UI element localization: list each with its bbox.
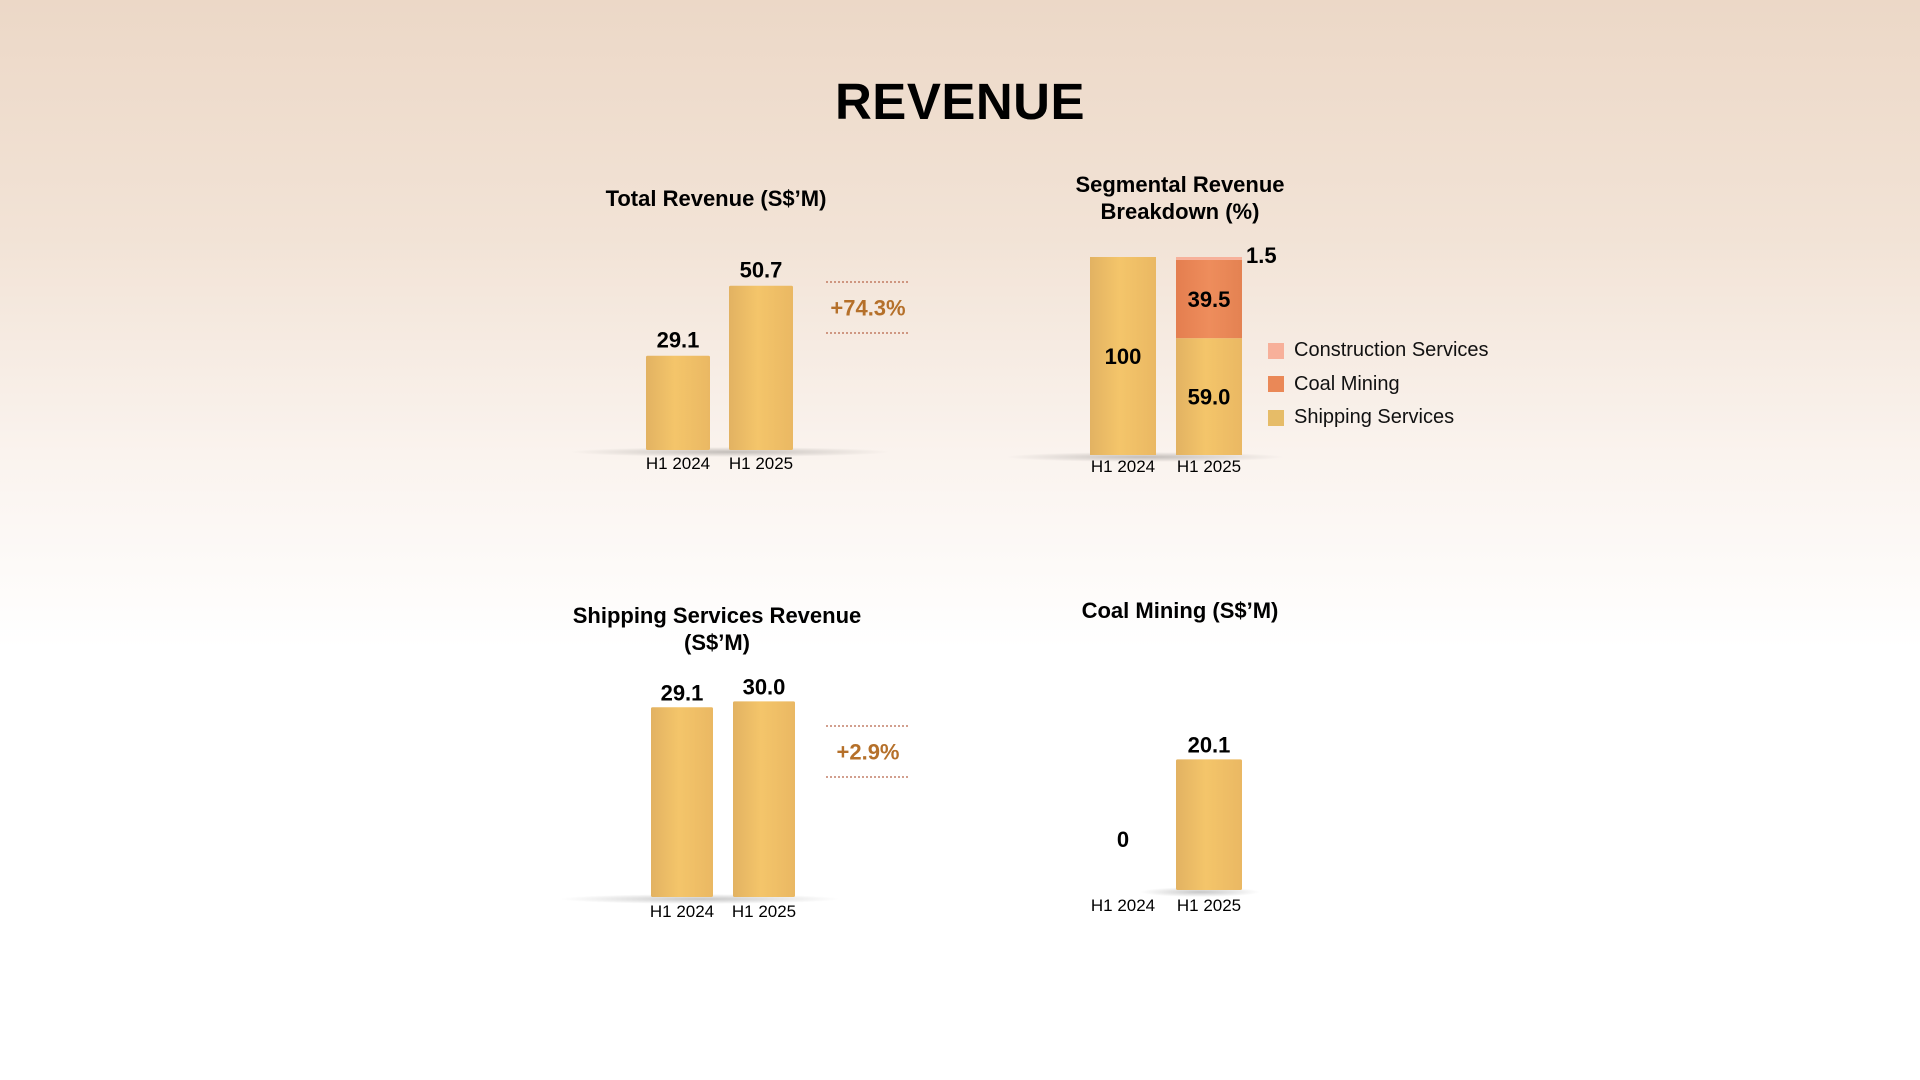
segment-bar-2-coal-mining — [1176, 259, 1242, 339]
shipping-swatch — [1268, 409, 1284, 426]
segment-value-label-2-2: 39.5 — [1188, 287, 1231, 312]
total-category-label-1: H1 2024 — [646, 454, 710, 473]
coal-category-label-2: H1 2025 — [1177, 896, 1241, 915]
page-title: REVENUE — [834, 73, 1086, 130]
segment-category-label-2: H1 2025 — [1177, 457, 1241, 476]
total-growth-label: +74.3% — [830, 296, 905, 321]
total-bar-2 — [729, 285, 793, 450]
segment-value-label-2-1: 59.0 — [1188, 385, 1231, 410]
segment-legend: Construction Services Coal Mining Shippi… — [1268, 334, 1489, 435]
legend-item-coal: Coal Mining — [1268, 368, 1489, 402]
total-category-label-2: H1 2025 — [729, 454, 793, 473]
shipping-value-label-1: 29.1 — [661, 680, 704, 705]
shipping-category-label-1: H1 2024 — [650, 902, 714, 921]
legend-label-shipping: Shipping Services — [1294, 406, 1455, 429]
legend-item-construction: Construction Services — [1268, 334, 1489, 368]
total-revenue-title: Total Revenue (S$’M) — [605, 186, 827, 211]
segment-value-label-2-3: 1.5 — [1246, 243, 1277, 268]
shipping-bar-1 — [651, 707, 713, 897]
segmental-breakdown-title: Segmental Revenue Breakdown (%) — [1075, 172, 1285, 224]
segment-category-label-1: H1 2024 — [1091, 457, 1155, 476]
coal-value-label-1: 0 — [1117, 827, 1129, 852]
shipping-value-label-2: 30.0 — [743, 674, 786, 699]
coal-category-label-1: H1 2024 — [1091, 896, 1155, 915]
coal-mining-title: Coal Mining (S$’M) — [1081, 598, 1279, 623]
legend-label-construction: Construction Services — [1294, 339, 1489, 362]
shipping-growth-label: +2.9% — [837, 740, 900, 765]
segment-bar-2-construction-services — [1176, 257, 1242, 260]
coal-swatch — [1268, 376, 1284, 393]
legend-item-shipping: Shipping Services — [1268, 401, 1489, 435]
total-value-label-2: 50.7 — [740, 258, 783, 283]
shipping-bar-2 — [733, 701, 795, 897]
segment-bar-1-shipping-services — [1090, 257, 1156, 455]
coal-value-label-2: 20.1 — [1188, 732, 1231, 757]
total-bar-1 — [646, 355, 710, 450]
construction-swatch — [1268, 342, 1284, 359]
coal-bar-2 — [1176, 759, 1242, 890]
legend-label-coal: Coal Mining — [1294, 372, 1400, 395]
segment-value-label-1-1: 100 — [1105, 344, 1142, 369]
total-value-label-1: 29.1 — [657, 328, 700, 353]
segment-bar-2-shipping-services — [1176, 338, 1242, 455]
shipping-category-label-2: H1 2025 — [732, 902, 796, 921]
shipping-revenue-title: Shipping Services Revenue (S$’M) — [572, 603, 862, 655]
